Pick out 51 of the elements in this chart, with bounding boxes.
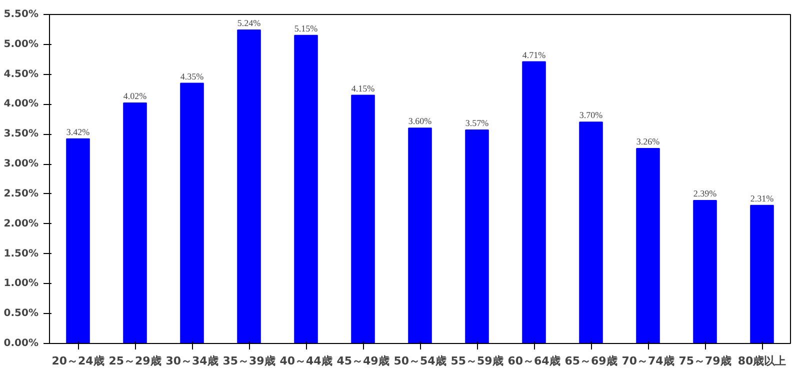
bar	[123, 102, 147, 344]
y-tick-label: 4.00%	[4, 98, 39, 110]
x-tick-label: 60～64歳	[508, 354, 560, 368]
data-label: 2.31%	[750, 193, 774, 204]
x-tick-label: 50～54歳	[394, 354, 446, 368]
bar	[294, 34, 318, 344]
bar	[579, 122, 603, 344]
bar	[465, 129, 489, 344]
data-label: 4.02%	[123, 91, 148, 102]
x-tick-label: 75～79歳	[678, 354, 732, 368]
bar	[237, 30, 261, 344]
data-label: 4.15%	[351, 83, 376, 94]
data-label: 4.35%	[180, 71, 204, 82]
x-tick-label: 35～39歳	[222, 354, 276, 368]
y-tick-label: 0.00%	[4, 338, 39, 349]
bar	[522, 61, 546, 344]
y-tick-label: 1.50%	[4, 248, 39, 260]
y-tick-label: 5.50%	[4, 9, 39, 20]
y-tick-label: 1.00%	[4, 278, 39, 290]
y-tick-label: 3.00%	[4, 158, 39, 170]
bar	[693, 200, 717, 344]
bar	[66, 138, 90, 344]
data-label: 4.71%	[522, 50, 546, 60]
y-tick-label: 3.50%	[4, 128, 39, 140]
x-tick-label: 40～44歳	[280, 354, 332, 368]
y-tick-label: 2.00%	[4, 218, 39, 230]
data-label: 3.26%	[636, 136, 660, 146]
bar	[636, 148, 660, 344]
bar	[180, 82, 204, 344]
data-label: 3.70%	[579, 110, 604, 120]
x-tick-label: 70～74歳	[622, 354, 674, 368]
bar	[750, 204, 774, 344]
y-tick-label: 2.50%	[4, 188, 39, 200]
x-tick-label: 55～59歳	[450, 354, 504, 368]
x-tick-label: 45～49歳	[336, 354, 390, 368]
x-tick-label: 20～24歳	[52, 354, 104, 368]
y-tick-label: 5.00%	[4, 38, 39, 50]
data-label: 5.24%	[237, 18, 262, 28]
data-label: 3.60%	[408, 116, 432, 126]
x-tick-label: 80歳以上	[738, 354, 786, 368]
y-tick-label: 4.50%	[4, 68, 39, 80]
x-tick-label: 65～69歳	[564, 354, 618, 368]
x-tick-label: 25～29歳	[108, 354, 162, 368]
bar	[351, 94, 375, 344]
x-tick-label: 30～34歳	[166, 354, 218, 368]
data-label: 5.15%	[294, 23, 318, 34]
data-label: 3.57%	[465, 118, 490, 128]
bar	[408, 128, 432, 344]
data-label: 3.42%	[66, 126, 90, 137]
data-label: 2.39%	[693, 188, 718, 199]
y-tick-label: 0.50%	[4, 308, 39, 320]
